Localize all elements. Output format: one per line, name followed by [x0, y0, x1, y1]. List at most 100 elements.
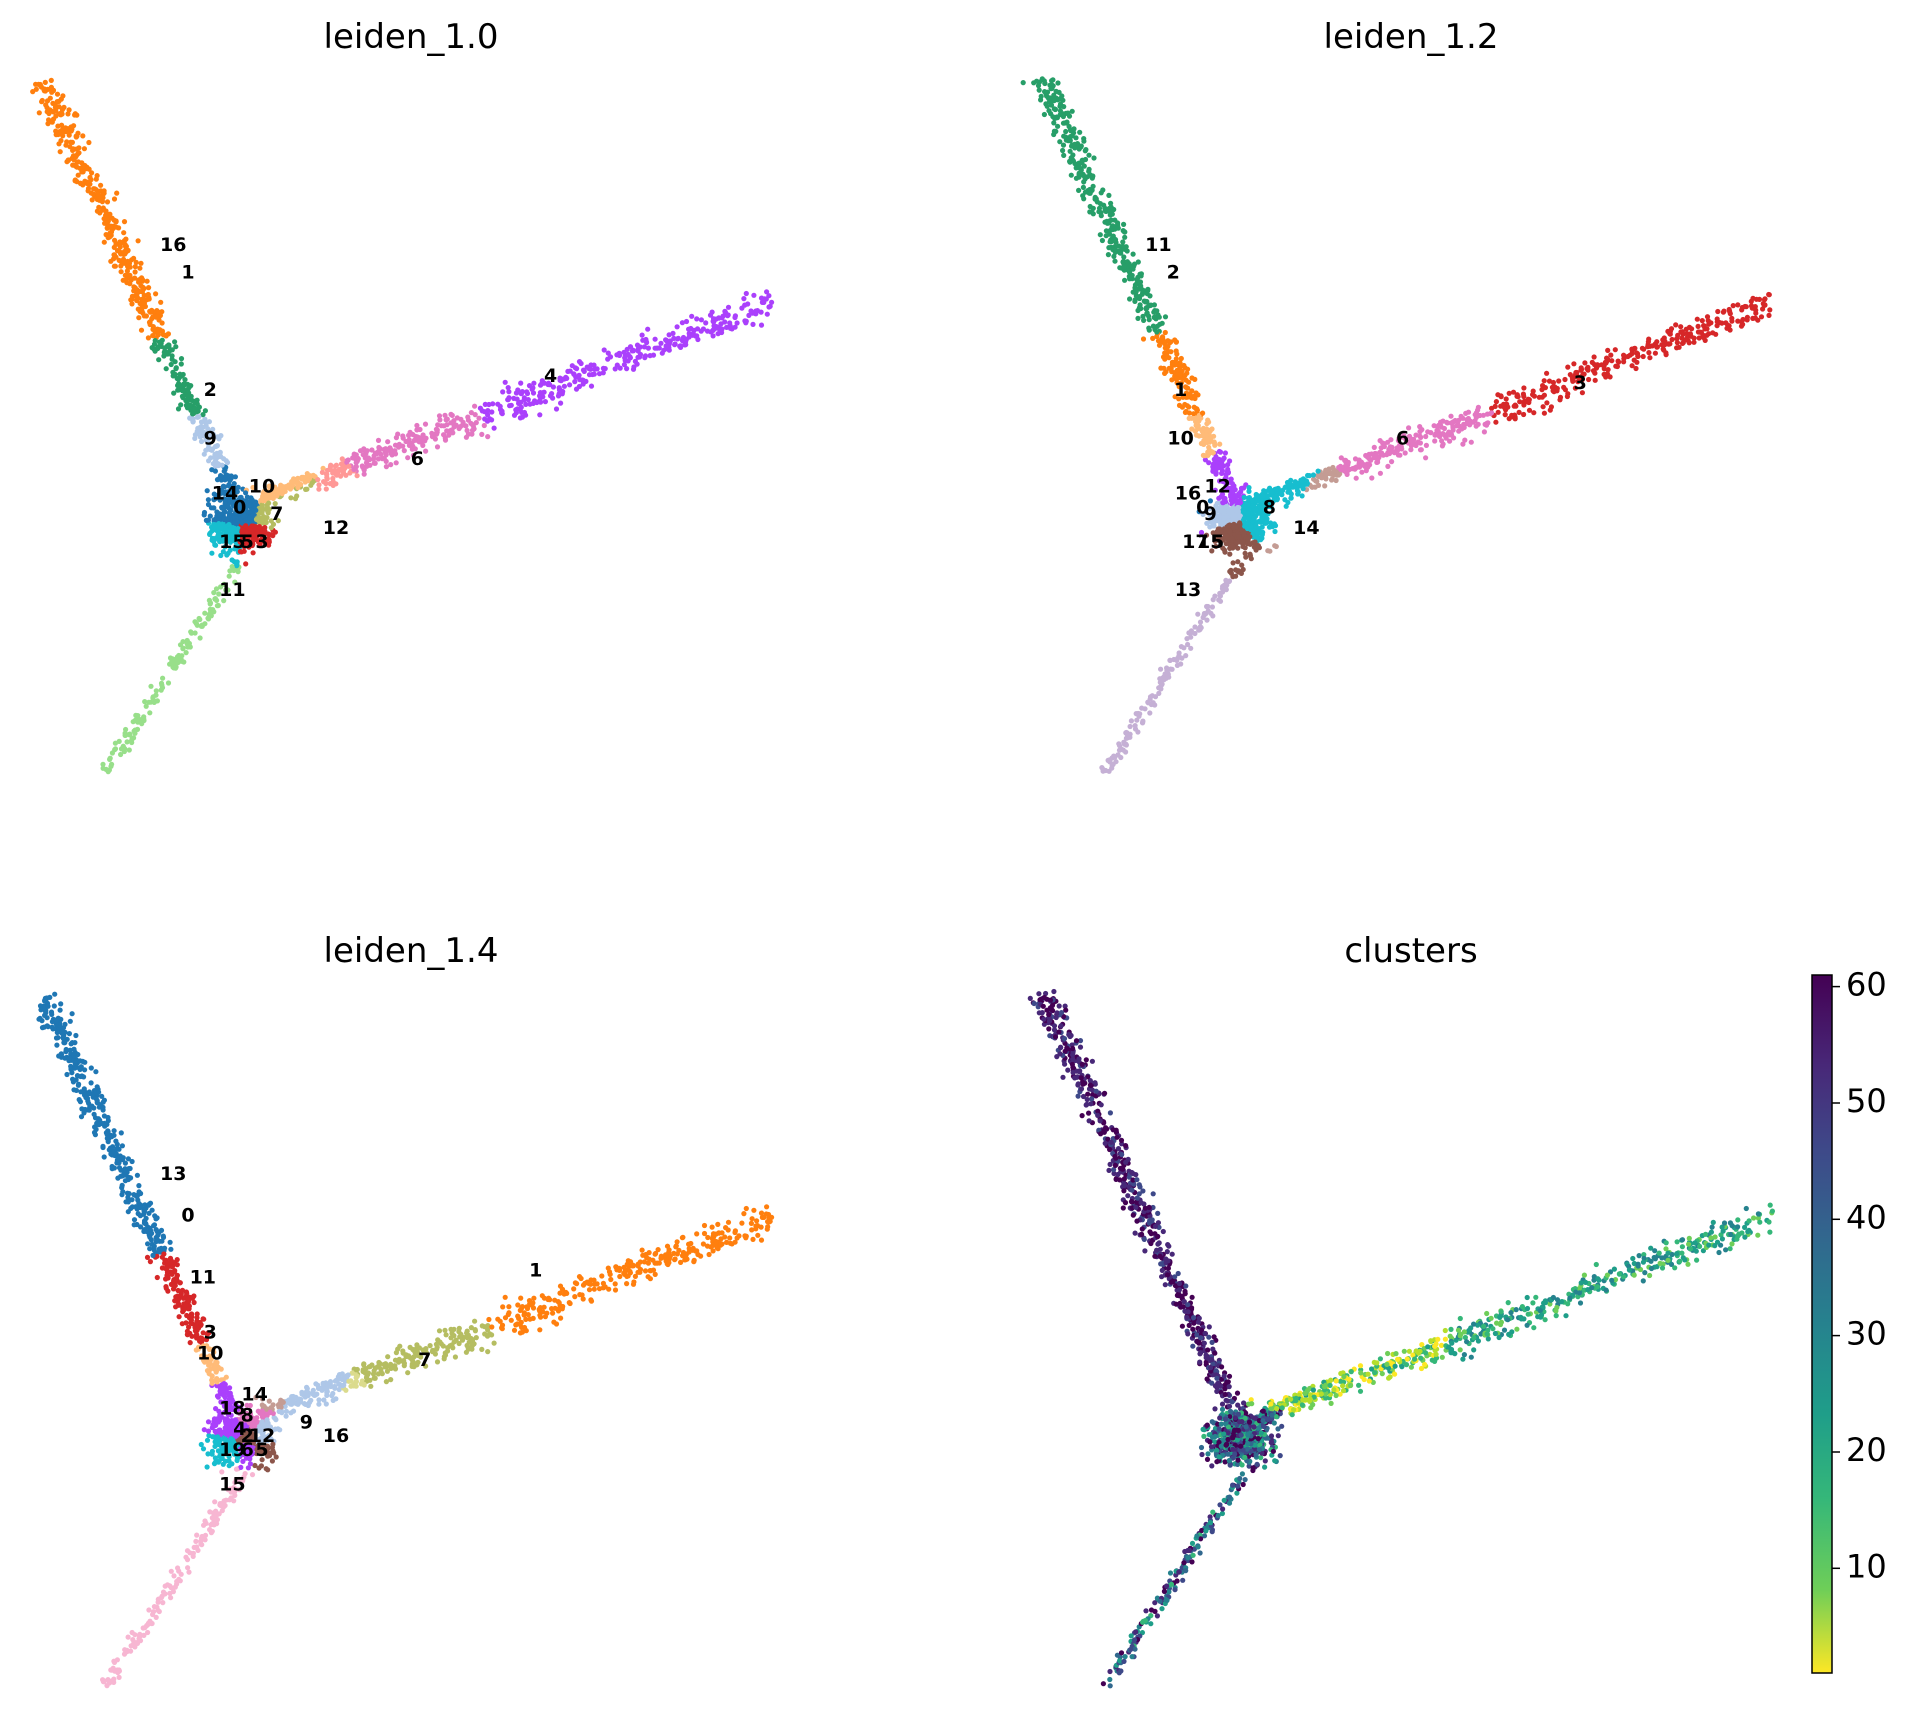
scatter-point [78, 1073, 84, 1080]
scatter-point [642, 355, 648, 361]
scatter-point [555, 393, 562, 399]
scatter-point [1352, 456, 1359, 462]
scatter-point [1124, 259, 1130, 265]
scatter-point [53, 1018, 59, 1024]
scatter-point [57, 149, 63, 155]
scatter-point [197, 616, 203, 623]
scatter-point [142, 1220, 149, 1226]
scatter-point [144, 278, 150, 284]
scatter-point [1212, 593, 1218, 599]
scatter-point [197, 635, 203, 641]
scatter-point [580, 377, 586, 383]
scatter-point [114, 190, 120, 196]
scatter-point [227, 508, 233, 515]
scatter-point [750, 321, 756, 327]
scatter-point [710, 333, 716, 339]
scatter-point [1079, 158, 1085, 164]
scatter-point [38, 83, 44, 89]
scatter-point [221, 468, 227, 474]
scatter-point [355, 455, 361, 461]
scatter-point [1557, 394, 1564, 400]
scatter-point [372, 460, 378, 466]
scatter-point [1435, 432, 1441, 438]
scatter-point [100, 761, 106, 767]
scatter-point [1205, 449, 1211, 455]
scatter-point [94, 1084, 100, 1090]
scatter-point [1167, 657, 1173, 663]
scatter-point [1512, 402, 1518, 408]
scatter-point [65, 111, 71, 117]
scatter-point [72, 162, 78, 168]
scatter-point [434, 444, 441, 450]
scatter-point [666, 332, 672, 338]
scatter-point [92, 1124, 98, 1130]
scatter-point [177, 642, 184, 648]
scatter-point [489, 409, 495, 415]
scatter-point [1097, 232, 1103, 238]
scatter-point [1498, 394, 1504, 400]
scatter-point [1282, 484, 1288, 490]
scatter-point [118, 746, 125, 752]
scatter-point [1676, 344, 1682, 350]
scatter-point [145, 1241, 151, 1247]
scatter-point [210, 426, 216, 432]
scatter-point [1621, 359, 1627, 365]
scatter-point [1186, 404, 1192, 410]
scatter-point [1530, 388, 1536, 394]
scatter-point [101, 1154, 107, 1160]
scatter-point [1204, 617, 1210, 623]
scatter-point [205, 1419, 212, 1425]
scatter-point [201, 509, 208, 516]
scatter-point [1081, 138, 1087, 144]
scatter-point [184, 1290, 190, 1296]
scatter-point [212, 1366, 218, 1372]
scatter-point [129, 1197, 135, 1203]
scatter-point [479, 431, 485, 437]
scatter-point [121, 260, 127, 266]
scatter-point [153, 1216, 159, 1222]
scatter-point [217, 1385, 223, 1391]
scatter-point [165, 1288, 171, 1294]
scatter-point [1182, 365, 1188, 371]
scatter-point [1292, 479, 1298, 485]
scatter-point [1199, 433, 1206, 439]
scatter-point [1571, 361, 1577, 367]
scatter-point [160, 675, 166, 681]
scatter-point [406, 437, 412, 443]
scatter-point [1052, 106, 1058, 112]
scatter-point [321, 479, 327, 485]
scatter-point [57, 1007, 63, 1013]
scatter-point [181, 659, 187, 665]
scatter-point [81, 146, 87, 152]
scatter-point [1362, 463, 1368, 469]
scatter-point [1230, 560, 1236, 566]
scatter-point [123, 1199, 129, 1205]
scatter-point [134, 1172, 140, 1178]
scatter-point [1184, 370, 1190, 376]
scatter-point [116, 257, 122, 263]
scatter-point [1197, 626, 1203, 633]
cluster-label: 6 [1396, 427, 1409, 449]
scatter-point [576, 359, 583, 365]
scatter-point [1193, 415, 1199, 421]
scatter-point [48, 77, 54, 83]
scatter-point [1106, 192, 1112, 198]
scatter-point [1134, 277, 1140, 283]
scatter-point [214, 1379, 220, 1385]
scatter-point [132, 730, 138, 736]
scatter-point [1247, 553, 1253, 559]
scatter-point [69, 1011, 75, 1017]
scatter-point [1346, 466, 1353, 472]
scatter-point [218, 433, 224, 439]
scatter-point [130, 719, 136, 725]
cluster-label: 10 [249, 476, 275, 498]
scatter-point [1206, 444, 1212, 450]
scatter-point [58, 138, 64, 144]
scatter-point [151, 1243, 157, 1249]
scatter-point [65, 157, 71, 163]
panel-title: leiden_1.0 [324, 17, 499, 57]
scatter-point [1509, 412, 1515, 418]
scatter-point [139, 289, 145, 295]
